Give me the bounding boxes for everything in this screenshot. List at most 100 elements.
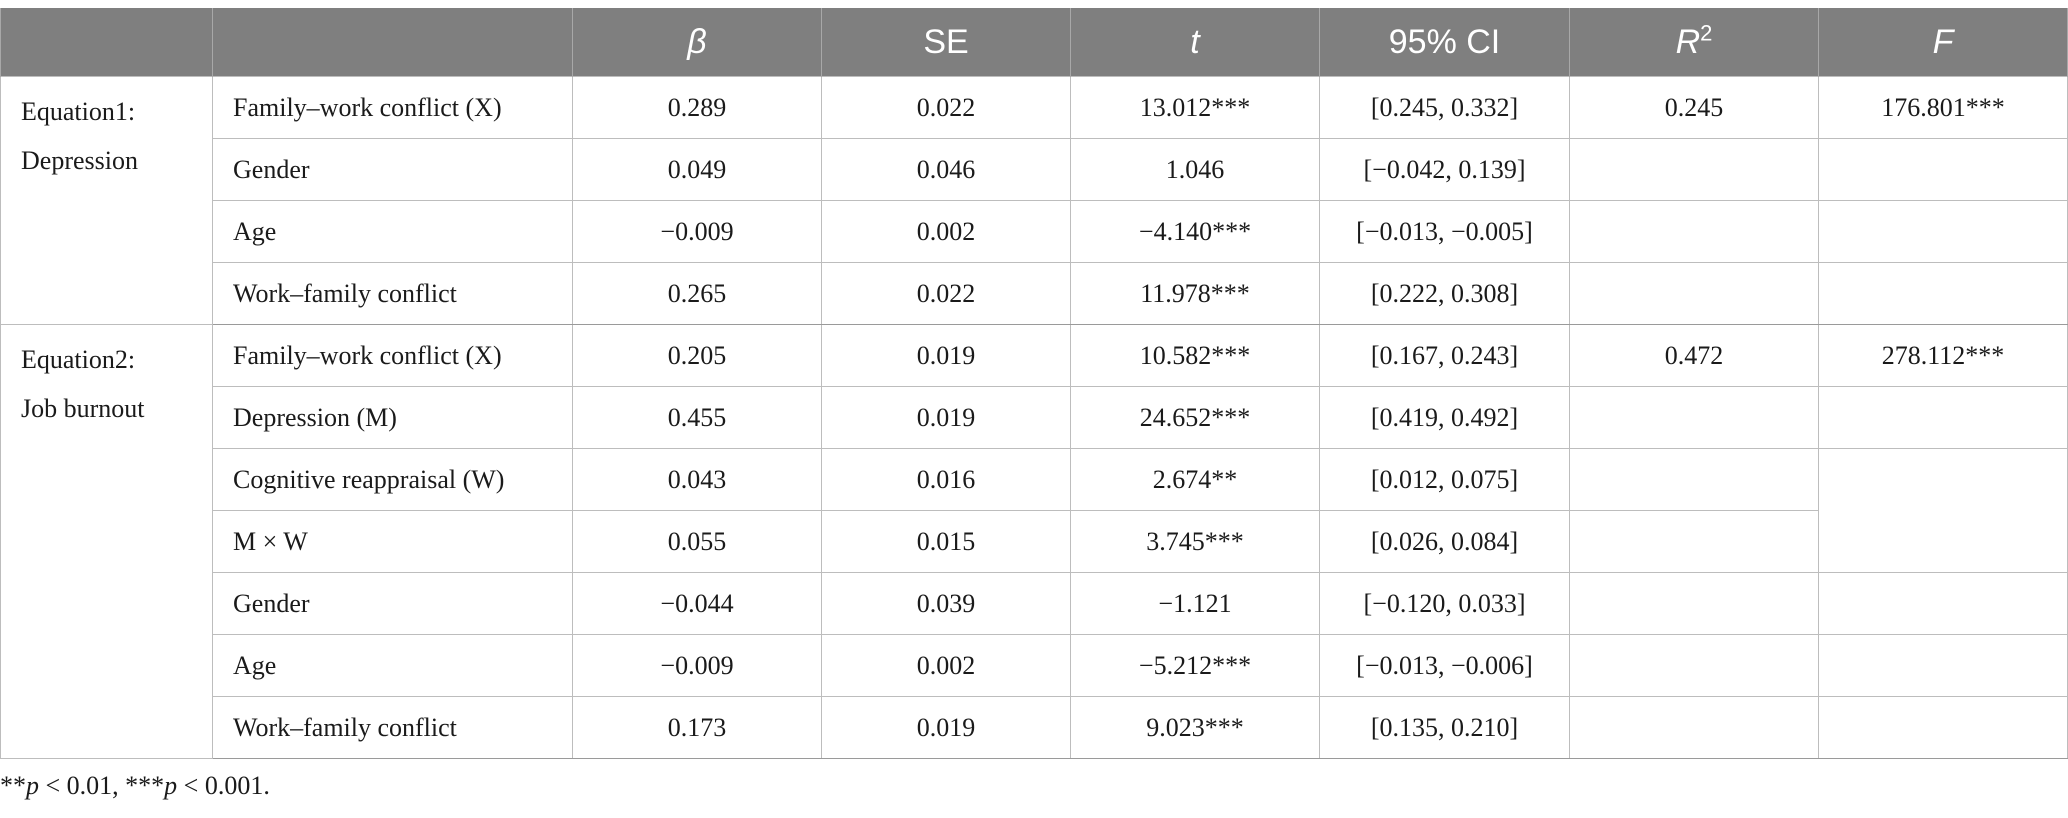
f-cell: 278.112*** bbox=[1818, 324, 2068, 387]
se-cell: 0.046 bbox=[821, 138, 1071, 201]
variable-cell: Work–family conflict bbox=[212, 696, 573, 759]
header-blank-equation bbox=[0, 8, 213, 77]
empty-cell bbox=[1569, 572, 1819, 635]
header-row: β SE t 95% CI R2 F bbox=[0, 8, 2068, 77]
equation2-label-line1: Equation2: bbox=[21, 345, 136, 374]
table-row: Work–family conflict 0.173 0.019 9.023**… bbox=[1, 696, 2068, 759]
footnote-stars-1: ** bbox=[0, 771, 26, 800]
empty-cell bbox=[1818, 696, 2068, 759]
ci-cell: [−0.042, 0.139] bbox=[1319, 138, 1570, 201]
t-cell: −4.140*** bbox=[1070, 200, 1320, 263]
t-cell: 24.652*** bbox=[1070, 386, 1320, 449]
header-r-squared-base: R bbox=[1675, 22, 1701, 61]
beta-cell: −0.009 bbox=[572, 634, 822, 697]
ci-cell: [0.012, 0.075] bbox=[1319, 448, 1570, 511]
beta-cell: 0.173 bbox=[572, 696, 822, 759]
table-row: M × W 0.055 0.015 3.745*** [0.026, 0.084… bbox=[1, 510, 2068, 573]
ci-cell: [0.026, 0.084] bbox=[1319, 510, 1570, 573]
r-squared-cell: 0.472 bbox=[1569, 324, 1819, 387]
beta-cell: 0.265 bbox=[572, 262, 822, 325]
empty-cell bbox=[1569, 138, 1819, 201]
equation2-label-line2: Job burnout bbox=[21, 394, 145, 423]
beta-cell: −0.044 bbox=[572, 572, 822, 635]
t-cell: 1.046 bbox=[1070, 138, 1320, 201]
t-cell: 3.745*** bbox=[1070, 510, 1320, 573]
ci-cell: [0.245, 0.332] bbox=[1319, 76, 1570, 139]
empty-cell bbox=[1569, 200, 1819, 263]
header-ci: 95% CI bbox=[1319, 8, 1570, 77]
ci-cell: [−0.013, −0.006] bbox=[1319, 634, 1570, 697]
header-se: SE bbox=[821, 8, 1071, 77]
se-cell: 0.015 bbox=[821, 510, 1071, 573]
variable-cell: Age bbox=[212, 200, 573, 263]
variable-cell: Age bbox=[212, 634, 573, 697]
ci-cell: [−0.120, 0.033] bbox=[1319, 572, 1570, 635]
ci-cell: [−0.013, −0.005] bbox=[1319, 200, 1570, 263]
empty-cell bbox=[1818, 200, 2068, 263]
equation2-label: Equation2: Job burnout bbox=[0, 324, 213, 759]
ci-cell: [0.135, 0.210] bbox=[1319, 696, 1570, 759]
table-row: Equation2: Job burnout Family–work confl… bbox=[0, 324, 2068, 759]
se-cell: 0.019 bbox=[821, 696, 1071, 759]
table-row: Equation1: Depression Family–work confli… bbox=[0, 76, 2068, 325]
se-cell: 0.019 bbox=[821, 324, 1071, 387]
variable-cell: Gender bbox=[212, 138, 573, 201]
footnote-threshold-2: < 0.001. bbox=[177, 771, 270, 800]
beta-cell: 0.043 bbox=[572, 448, 822, 511]
se-cell: 0.019 bbox=[821, 386, 1071, 449]
empty-cell bbox=[1818, 572, 2068, 635]
equation1-label-line1: Equation1: bbox=[21, 97, 136, 126]
t-cell: 10.582*** bbox=[1070, 324, 1320, 387]
equation1-label: Equation1: Depression bbox=[0, 76, 213, 325]
empty-cell bbox=[1818, 510, 2068, 573]
t-cell: 13.012*** bbox=[1070, 76, 1320, 139]
ci-cell: [0.167, 0.243] bbox=[1319, 324, 1570, 387]
empty-cell bbox=[1569, 448, 1819, 511]
table-row: Age −0.009 0.002 −5.212*** [−0.013, −0.0… bbox=[1, 634, 2068, 697]
se-cell: 0.002 bbox=[821, 634, 1071, 697]
header-beta: β bbox=[572, 8, 822, 77]
beta-cell: 0.055 bbox=[572, 510, 822, 573]
beta-cell: −0.009 bbox=[572, 200, 822, 263]
beta-cell: 0.455 bbox=[572, 386, 822, 449]
ci-cell: [0.419, 0.492] bbox=[1319, 386, 1570, 449]
significance-footnote: **p < 0.01, ***p < 0.001. bbox=[0, 771, 270, 801]
se-cell: 0.022 bbox=[821, 76, 1071, 139]
se-cell: 0.016 bbox=[821, 448, 1071, 511]
se-cell: 0.002 bbox=[821, 200, 1071, 263]
variable-cell: Cognitive reappraisal (W) bbox=[212, 448, 573, 511]
footnote-threshold-1: < 0.01, bbox=[39, 771, 126, 800]
variable-cell: Gender bbox=[212, 572, 573, 635]
ci-cell: [0.222, 0.308] bbox=[1319, 262, 1570, 325]
empty-cell bbox=[1818, 448, 2068, 511]
empty-cell bbox=[1818, 138, 2068, 201]
t-cell: −1.121 bbox=[1070, 572, 1320, 635]
empty-cell bbox=[1569, 696, 1819, 759]
f-cell: 176.801*** bbox=[1818, 76, 2068, 139]
variable-cell: Work–family conflict bbox=[212, 262, 573, 325]
empty-cell bbox=[1569, 262, 1819, 325]
header-blank-variable bbox=[212, 8, 573, 77]
footnote-p-2: p bbox=[164, 771, 178, 800]
empty-cell bbox=[1818, 634, 2068, 697]
regression-table: β SE t 95% CI R2 F Equation1: Depression… bbox=[0, 8, 2068, 759]
header-r-squared: R2 bbox=[1569, 8, 1819, 77]
table-row: Gender 0.049 0.046 1.046 [−0.042, 0.139] bbox=[1, 138, 2068, 201]
empty-cell bbox=[1569, 634, 1819, 697]
table-row: Gender −0.044 0.039 −1.121 [−0.120, 0.03… bbox=[1, 572, 2068, 635]
t-cell: 9.023*** bbox=[1070, 696, 1320, 759]
variable-cell: M × W bbox=[212, 510, 573, 573]
t-cell: 11.978*** bbox=[1070, 262, 1320, 325]
table-row: Cognitive reappraisal (W) 0.043 0.016 2.… bbox=[1, 448, 2068, 511]
variable-cell: Depression (M) bbox=[212, 386, 573, 449]
beta-cell: 0.289 bbox=[572, 76, 822, 139]
footnote-p-1: p bbox=[26, 771, 39, 800]
header-f: F bbox=[1818, 8, 2068, 77]
table-row: Age −0.009 0.002 −4.140*** [−0.013, −0.0… bbox=[1, 200, 2068, 263]
empty-cell bbox=[1569, 510, 1819, 573]
empty-cell bbox=[1818, 386, 2068, 449]
header-t: t bbox=[1070, 8, 1320, 77]
se-cell: 0.039 bbox=[821, 572, 1071, 635]
empty-cell bbox=[1569, 386, 1819, 449]
table-row: Depression (M) 0.455 0.019 24.652*** [0.… bbox=[1, 386, 2068, 449]
